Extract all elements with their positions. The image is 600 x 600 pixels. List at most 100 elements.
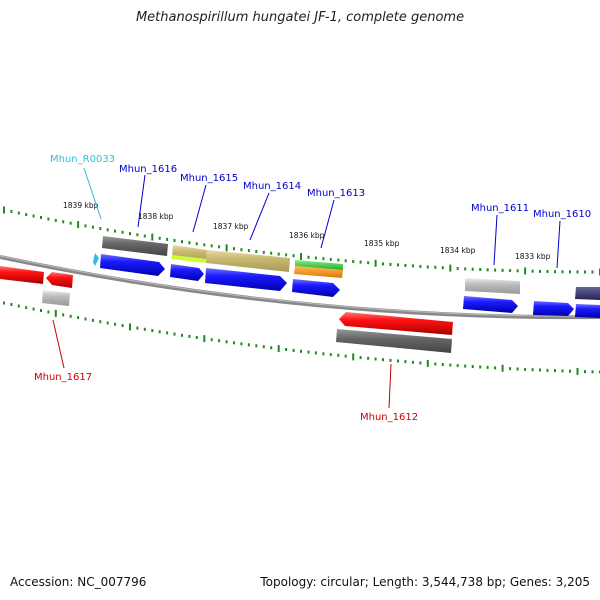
minor-tick [292, 348, 295, 352]
minor-tick [77, 316, 80, 320]
minor-tick [181, 240, 183, 244]
minor-tick [411, 360, 414, 364]
minor-tick [389, 358, 392, 362]
minor-tick [434, 362, 437, 366]
minor-tick [270, 346, 273, 350]
minor-tick [554, 270, 556, 274]
minor-tick [210, 338, 213, 342]
minor-tick [114, 322, 117, 326]
gene-arrow [339, 312, 453, 335]
minor-tick [136, 326, 139, 330]
minor-tick [426, 265, 429, 269]
scale-labels: 1839 kbp 1838 kbp 1837 kbp 1836 kbp 1835… [63, 201, 551, 261]
accession-text: Accession: NC_007796 [10, 575, 147, 589]
label-leader-lines [52, 167, 561, 409]
minor-tick [397, 359, 399, 363]
minor-tick [382, 262, 384, 266]
gene-label-mhun-r0033[interactable]: Mhun_R0033 [50, 154, 115, 165]
minor-tick [173, 239, 176, 242]
minor-tick [166, 237, 169, 241]
major-tick [449, 264, 452, 272]
minor-tick [240, 342, 243, 346]
minor-tick [25, 213, 28, 217]
gene-arrow-trna [93, 253, 99, 266]
minor-tick [91, 225, 94, 229]
gene-arrow [533, 301, 574, 316]
minor-tick [516, 269, 519, 273]
minor-tick [54, 218, 57, 222]
gene-arrow [170, 264, 204, 281]
minor-tick [218, 339, 221, 343]
minor-tick [546, 270, 549, 273]
minor-tick [434, 265, 437, 269]
minor-tick [106, 228, 109, 232]
gene-label-mhun-1616[interactable]: Mhun_1616 [119, 164, 177, 175]
minor-tick [344, 259, 347, 263]
minor-tick [143, 327, 146, 331]
minor-tick [292, 254, 295, 258]
minor-tick [411, 264, 414, 268]
minor-tick [359, 356, 362, 360]
minor-tick [322, 352, 325, 356]
minor-tick [240, 248, 243, 252]
major-tick [225, 244, 228, 252]
minor-tick [47, 310, 50, 314]
minor-tick [121, 230, 124, 234]
minor-tick [99, 227, 102, 230]
cog-block [102, 236, 168, 256]
minor-tick [247, 249, 250, 253]
reverse-genes [0, 266, 453, 335]
gene-label-mhun-1613[interactable]: Mhun_1613 [307, 188, 365, 199]
minor-tick [449, 363, 452, 367]
minor-tick [389, 262, 392, 266]
minor-tick [464, 267, 467, 271]
minor-tick [479, 365, 482, 369]
minor-tick [352, 260, 355, 263]
minor-tick [151, 329, 154, 333]
minor-tick [531, 269, 534, 273]
major-tick [576, 367, 579, 375]
minor-tick [40, 309, 42, 312]
major-tick [501, 364, 504, 372]
minor-tick [314, 351, 317, 355]
minor-tick [479, 268, 482, 271]
minor-tick [114, 229, 117, 233]
minor-tick [591, 270, 594, 274]
minor-tick [539, 368, 541, 372]
scale-label: 1833 kbp [515, 252, 551, 261]
minor-tick [591, 370, 594, 374]
scale-ticks-outer [3, 206, 600, 276]
minor-tick [225, 340, 228, 344]
minor-tick [397, 263, 399, 267]
gene-label-mhun-1615[interactable]: Mhun_1615 [180, 173, 238, 184]
minor-tick [456, 267, 459, 270]
minor-tick [441, 363, 444, 366]
minor-tick [69, 314, 72, 318]
minor-tick [300, 349, 302, 353]
gene-label-mhun-1614[interactable]: Mhun_1614 [243, 181, 301, 192]
minor-tick [203, 243, 206, 247]
minor-tick [99, 320, 102, 324]
gene-label-mhun-1617[interactable]: Mhun_1617 [34, 372, 92, 383]
minor-tick [262, 345, 265, 349]
scale-label: 1839 kbp [63, 201, 99, 210]
gene-labels: Mhun_R0033 Mhun_1616 Mhun_1615 Mhun_1614… [34, 154, 591, 423]
major-tick [524, 267, 527, 275]
minor-tick [456, 364, 459, 368]
major-tick [54, 309, 57, 317]
minor-tick [17, 211, 20, 215]
minor-tick [337, 258, 340, 262]
minor-tick [337, 353, 340, 357]
cog-ring-reverse [42, 290, 452, 353]
gene-label-mhun-1611[interactable]: Mhun_1611 [471, 203, 529, 214]
gene-label-mhun-1610[interactable]: Mhun_1610 [533, 209, 591, 220]
minor-tick [17, 304, 20, 308]
minor-tick [494, 366, 497, 370]
minor-tick [419, 264, 422, 268]
cog-block [171, 255, 207, 263]
cog-block [465, 278, 520, 294]
minor-tick [3, 301, 5, 305]
minor-tick [69, 221, 72, 225]
gene-label-mhun-1612[interactable]: Mhun_1612 [360, 412, 418, 423]
gene-arrow [463, 296, 518, 313]
